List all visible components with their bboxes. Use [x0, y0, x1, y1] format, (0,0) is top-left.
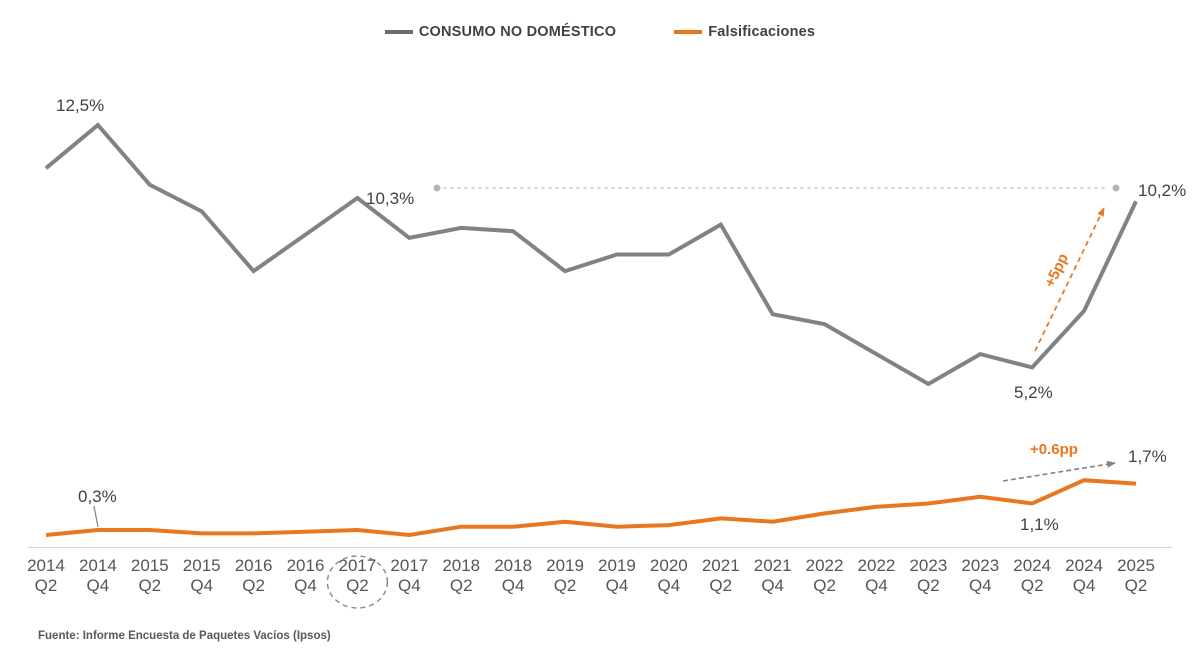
legend: CONSUMO NO DOMÉSTICO Falsificaciones — [0, 24, 1200, 40]
x-axis-label: 2015 Q4 — [182, 556, 221, 595]
x-axis-label: 2015 Q2 — [130, 556, 169, 595]
legend-label-consumo: CONSUMO NO DOMÉSTICO — [418, 24, 617, 40]
x-axis-label: 2023 Q2 — [909, 556, 948, 595]
x-axis: 2014 Q2 2014 Q4 2015 Q2 2015 Q4 2016 Q2 2016 Q4 2017… — [0, 556, 1200, 602]
x-axis-label: 2018 Q4 — [494, 556, 533, 595]
series-group — [44, 122, 1138, 538]
annotation-consumo-2024q2: 5,2% — [1014, 383, 1053, 402]
annotation-consumo-2025q2: 10,2% — [1138, 181, 1187, 200]
legend-item-falsificaciones: Falsificaciones — [674, 24, 815, 40]
source-note: Fuente: Informe Encuesta de Paquetes Vac… — [38, 630, 331, 642]
x-axis-label: 2018 Q2 — [442, 556, 481, 595]
x-axis-label: 2024 Q2 — [1013, 556, 1052, 595]
x-axis-label: 2019 Q4 — [598, 556, 636, 595]
x-axis-label: 2017 Q4 — [390, 556, 429, 595]
series-line-consumo — [44, 122, 1138, 387]
annotation-consumo-peak: 12,5% — [56, 96, 105, 115]
x-axis-label: 2020 Q4 — [649, 556, 688, 595]
x-axis-label: 2014 Q2 — [27, 556, 65, 595]
annotation-fals-change: +0.6pp — [1030, 441, 1078, 458]
x-axis-label: 2014 Q4 — [78, 556, 117, 595]
x-axis-label: 2025 Q2 — [1117, 556, 1155, 595]
label-pointer-line — [93, 505, 99, 528]
x-axis-label: 2024 Q4 — [1065, 556, 1103, 595]
reference-dot-left-icon — [433, 184, 441, 192]
circled-category-ellipse — [326, 555, 389, 609]
annotation-fals-2025q2: 1,7% — [1128, 447, 1167, 466]
x-axis-label: 2021 Q4 — [753, 556, 792, 595]
legend-item-consumo: CONSUMO NO DOMÉSTICO — [384, 24, 617, 40]
x-axis-label: 2022 Q2 — [805, 556, 844, 595]
x-axis-label: 2017 Q2 — [338, 556, 377, 595]
x-axis-label: 2016 Q4 — [286, 556, 325, 595]
x-axis-label: 2022 Q4 — [857, 556, 896, 595]
legend-swatch-consumo-icon — [384, 30, 413, 34]
x-axis-label: 2019 Q2 — [546, 556, 584, 595]
x-axis-label: 2023 Q4 — [961, 556, 1000, 595]
annotation-fals-2014q4: 0,3% — [78, 487, 117, 506]
x-axis-label: 2016 Q2 — [234, 556, 273, 595]
legend-swatch-falsificaciones-icon — [674, 30, 703, 34]
plus06pp-arrow-icon — [1002, 460, 1116, 482]
annotation-consumo-2017q2: 10,3% — [366, 189, 415, 208]
legend-label-falsificaciones: Falsificaciones — [708, 24, 816, 40]
x-axis-label: 2021 Q2 — [701, 556, 740, 595]
annotation-fals-2024q2: 1,1% — [1020, 515, 1059, 534]
reference-dot-right-icon — [1112, 184, 1120, 192]
series-line-falsificaciones — [45, 478, 1137, 538]
